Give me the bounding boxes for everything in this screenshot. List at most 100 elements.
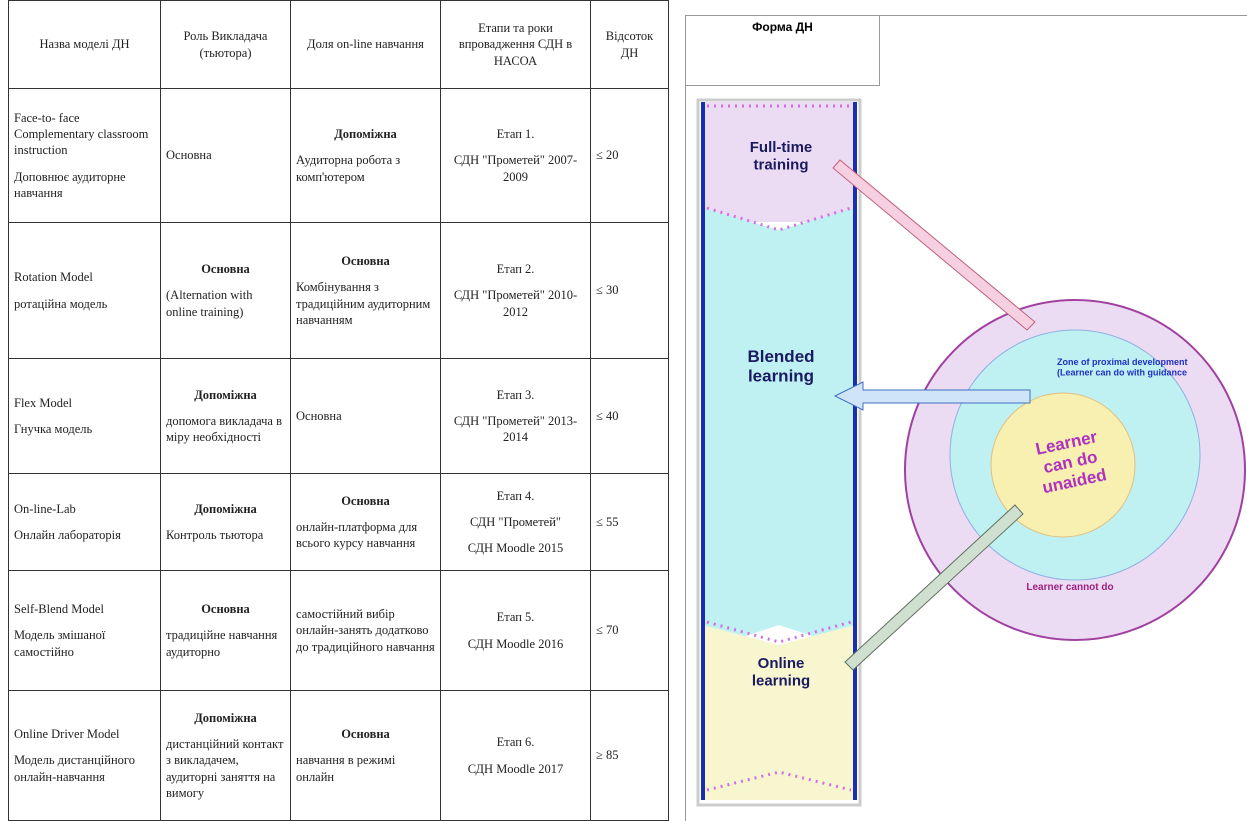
table-cell: Етап 2. СДН "Прометей" 2010-2012 (440, 222, 591, 359)
cell-text: Основна (341, 254, 390, 268)
diagram: Full-time training Blended learning Online… (696, 98, 1246, 807)
cell-text: Основна (201, 602, 250, 617)
table-cell: Основна (290, 358, 441, 474)
cell-text: ≤ 55 (596, 514, 619, 529)
cell-text: Основна (341, 727, 390, 742)
table-cell: Допоміжна Аудиторна робота з комп'ютером (290, 88, 441, 223)
cell-text: онлайн-платформа для всього курсу навчан… (296, 519, 418, 551)
zone-label: Zone of proximal development (Learner can… (1057, 357, 1188, 377)
form-header: Форма ДН (686, 16, 880, 86)
table-cell: Етап 1. СДН "Прометей" 2007-2009 (440, 88, 591, 223)
cell-text: Контроль тьютора (166, 528, 264, 542)
cell-text: Етап 2. (496, 262, 535, 277)
cell-text: СДН Moodle 2016 (467, 636, 564, 651)
table-cell: Online Driver Model Модель дистанційного … (8, 690, 161, 821)
table-cell: Етап 3. СДН "Прометей" 2013-2014 (440, 358, 591, 474)
table-row: Flex Model Гнучка модель Допоміжна допомога… (8, 358, 669, 474)
header-cell: Роль Викладача (тьютора) (160, 0, 291, 89)
cell-text: Основна (296, 408, 342, 423)
cell-text: Етап 4. (496, 488, 535, 503)
table-cell: Self-Blend Model Модель змішаної самостій… (8, 570, 161, 691)
cell-text: ≤ 40 (596, 408, 619, 423)
table-cell: Основна Комбінування з традиційним аудито… (290, 222, 441, 359)
cell-text: СДН Moodle 2015 (467, 541, 564, 556)
cell-text: On-line-Lab (14, 501, 76, 516)
center-circle (990, 392, 1136, 538)
cell-text: (Alternation with online training) (166, 288, 253, 319)
table-cell: ≤ 20 (590, 88, 669, 223)
header-cell: Назва моделі ДН (8, 0, 161, 89)
table-cell: ≤ 30 (590, 222, 669, 359)
cell-text: дистанційний контакт з викладачем, аудит… (166, 737, 284, 800)
table-row: Self-Blend Model Модель змішаної самостій… (8, 570, 669, 691)
cell-text: Основна (341, 493, 390, 508)
header-cell: Етапи та роки впровадження СДН в НАСОА (440, 0, 591, 89)
table-row: Online Driver Model Модель дистанційного … (8, 690, 669, 821)
cell-text: СДН Moodle 2017 (467, 761, 564, 776)
header-cell: Відсоток ДН (590, 0, 669, 89)
table-cell: Основна (Alternation with online training… (160, 222, 291, 359)
header-row: Назва моделі ДН Роль Викладача (тьютора) Д… (8, 0, 669, 89)
online-block (703, 625, 855, 800)
table-cell: Етап 4. СДН "Прометей" СДН Moodle 2015 (440, 473, 591, 571)
cell-text: Rotation Model (14, 270, 93, 285)
cell-text: ≤ 30 (596, 283, 619, 298)
cell-text: Доповнює аудиторне навчання (14, 169, 126, 200)
cell-text: Онлайн лабораторія (14, 528, 121, 542)
arrow-fulltime (832, 159, 1036, 331)
cell-text: навчання в режимі онлайн (296, 753, 396, 784)
form-label: Full-time training (750, 139, 813, 173)
arrow-online (844, 504, 1024, 671)
table-cell: самостійний вибір онлайн-занять додатков… (290, 570, 441, 691)
cell-text: СДН "Прометей" 2007-2009 (453, 153, 578, 184)
cell-text: ≥ 85 (596, 748, 619, 763)
cell-text: ≤ 70 (596, 623, 619, 638)
cell-text: Self-Blend Model (14, 602, 104, 617)
cell-text: Основна (166, 148, 212, 163)
table-cell: ≤ 70 (590, 570, 669, 691)
outer-label: Learner cannot do (1026, 582, 1113, 593)
fulltime-block (703, 102, 855, 222)
cell-text: Online Driver Model (14, 727, 120, 742)
cell-text: Етап 5. (496, 610, 535, 625)
table-cell: Допоміжна Контроль тьютора (160, 473, 291, 571)
cell-text: Flex Model (14, 395, 72, 410)
cell-text: Face-to- face Complementary classroom in… (14, 110, 149, 158)
blended-block (703, 208, 855, 650)
table-cell: On-line-Lab Онлайн лабораторія (8, 473, 161, 571)
bar-frame (696, 98, 862, 807)
cell-text: Допоміжна (194, 387, 257, 402)
table-cell: Допоміжна допомога викладача в міру необх… (160, 358, 291, 474)
table-cell: ≤ 40 (590, 358, 669, 474)
table-cell: ≤ 55 (590, 473, 669, 571)
cell-text: Допоміжна (194, 501, 257, 516)
cell-text: традиційне навчання аудиторно (166, 628, 278, 659)
cell-text: Модель дистанційного онлайн-навчання (14, 753, 135, 784)
cell-text: СДН "Прометей" 2010-2012 (453, 288, 578, 319)
table-cell: Основна традиційне навчання аудиторно (160, 570, 291, 691)
cell-text: Етап 6. (496, 735, 535, 750)
cell-text: Етап 1. (496, 127, 535, 142)
cell-text: СДН "Прометей" (469, 514, 562, 529)
table-cell: Основна навчання в режимі онлайн (290, 690, 441, 821)
table-cell: Flex Model Гнучка модель (8, 358, 161, 474)
table-cell: Етап 5. СДН Moodle 2016 (440, 570, 591, 691)
form-label: Blended learning (747, 347, 814, 386)
zigzag (706, 104, 852, 792)
cell-text: допомога викладача в міру необхідності (166, 413, 282, 445)
cell-text: ротаційна модель (14, 296, 108, 311)
cell-text: Аудиторна робота з комп'ютером (296, 153, 401, 184)
table-cell: Face-to- face Complementary classroom in… (8, 88, 161, 223)
cell-text: Гнучка модель (14, 422, 93, 436)
table-row: Rotation Model ротаційна модель Основна (Al… (8, 222, 669, 359)
models-table: Назва моделі ДН Роль Викладача (тьютора) Д… (8, 0, 669, 821)
header-cell: Доля on-line навчання (290, 0, 441, 89)
cell-text: Основна (201, 262, 250, 277)
arrow-blended (833, 381, 1031, 411)
cell-text: Модель змішаної самостійно (14, 628, 106, 659)
table-cell: Етап 6. СДН Moodle 2017 (440, 690, 591, 821)
cell-text: Етап 3. (496, 387, 535, 402)
table-row: Face-to- face Complementary classroom in… (8, 88, 669, 223)
table-cell: Rotation Model ротаційна модель (8, 222, 161, 359)
